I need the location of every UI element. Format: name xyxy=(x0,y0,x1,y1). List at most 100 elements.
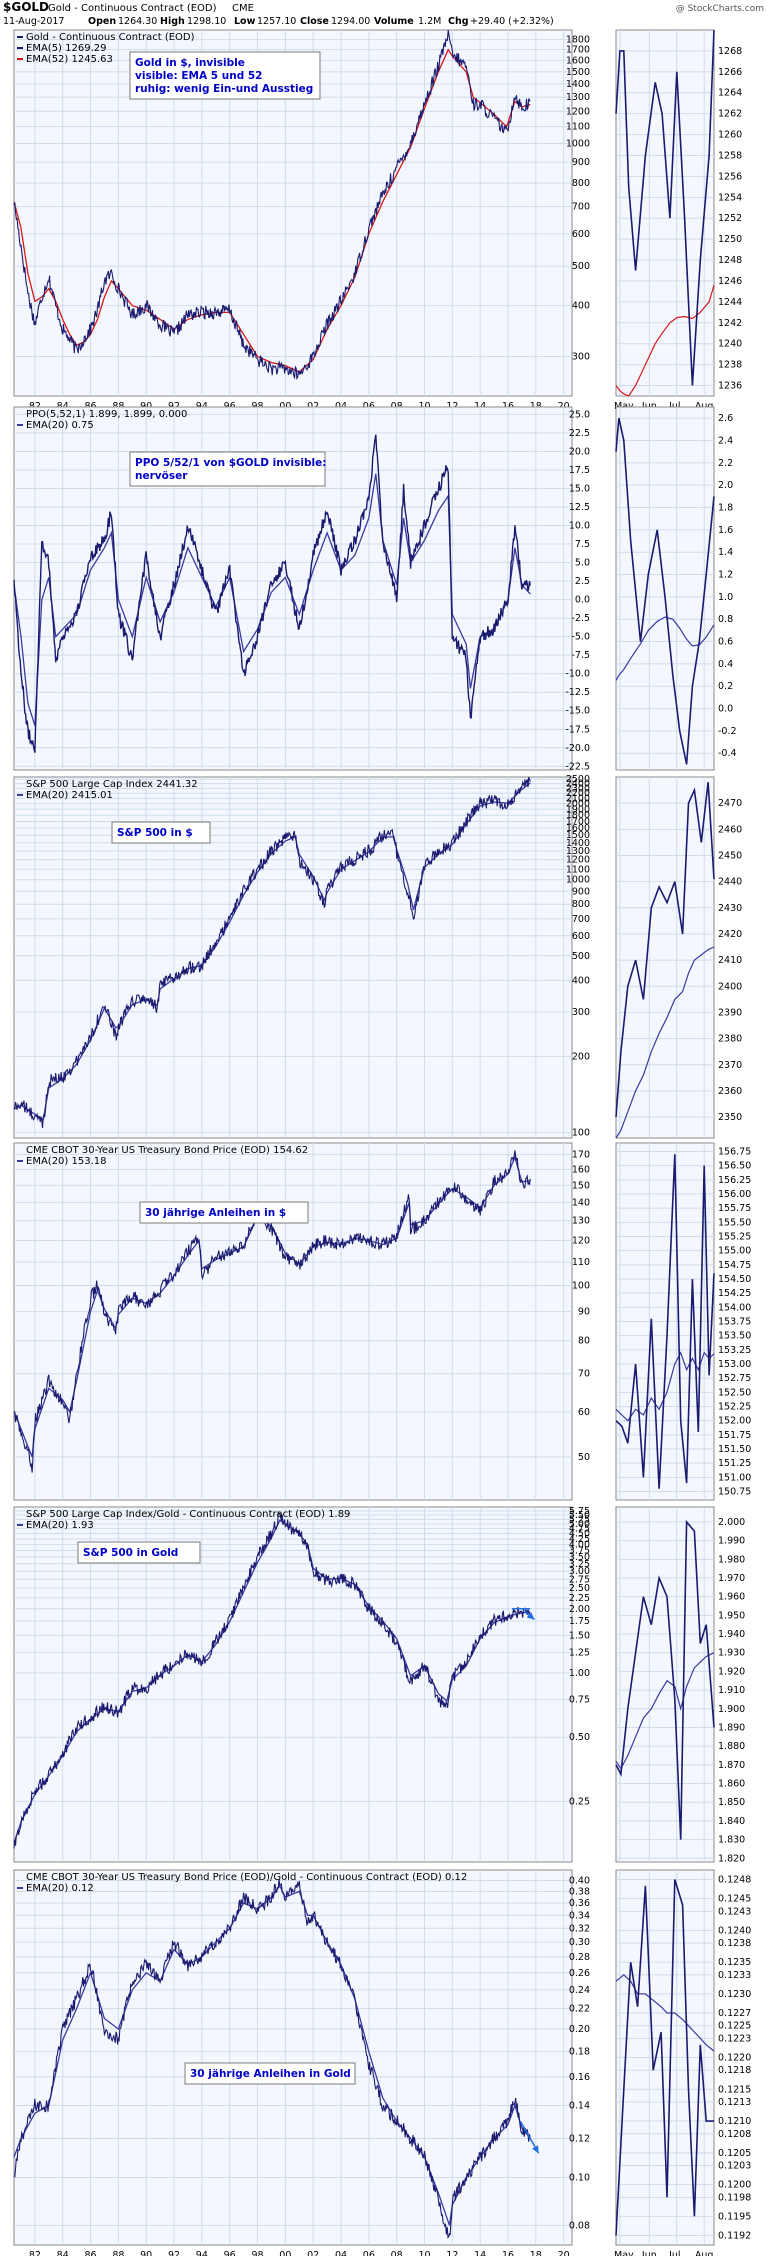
zoom-y-tick-label: 153.75 xyxy=(718,1317,751,1328)
zoom-y-tick-label: 1.860 xyxy=(718,1779,745,1790)
y-tick-label: 1000 xyxy=(566,875,590,886)
price-line xyxy=(13,29,531,381)
y-tick-label: 170 xyxy=(572,1149,590,1160)
zoom-y-tick-label: 1.920 xyxy=(718,1666,745,1677)
zoom-y-tick-label: 1.990 xyxy=(718,1536,745,1547)
y-tick-label: 0.20 xyxy=(569,2024,590,2035)
y-tick-label: 1200 xyxy=(566,855,590,866)
y-tick-label: -7.5 xyxy=(571,650,590,661)
annotation-text: 30 jährige Anleihen in Gold xyxy=(190,2068,351,2080)
y-tick-label: 100 xyxy=(572,1127,590,1138)
annotation-box: S&P 500 in Gold xyxy=(77,1541,201,1564)
zoom-y-tick-label: 1242 xyxy=(718,318,742,329)
zoom-y-tick-label: 1266 xyxy=(718,67,742,78)
zoom-y-tick-label: -0.2 xyxy=(718,726,737,737)
zoom-y-tick-label: 0.1198 xyxy=(718,2192,751,2203)
zoom-y-tick-label: 0.1205 xyxy=(718,2148,751,2159)
zoom-y-tick-label: 0.1192 xyxy=(718,2230,751,2241)
annotation-frame xyxy=(129,451,326,487)
zoom-price-line xyxy=(615,418,715,765)
y-tick-label: 100 xyxy=(572,1281,590,1292)
y-tick-label: 400 xyxy=(572,301,590,312)
zoom-y-tick-label: 2380 xyxy=(718,1034,742,1045)
zoom-y-tick-label: 0.1210 xyxy=(718,2116,751,2127)
exchange: CME xyxy=(232,3,254,14)
y-tick-label: 0.26 xyxy=(569,1968,590,1979)
y-tick-label: 700 xyxy=(572,914,590,925)
zoom-y-tick-label: 1.980 xyxy=(718,1554,745,1565)
y-tick-label: 1900 xyxy=(566,804,590,815)
zoom-y-tick-label: 1.960 xyxy=(718,1592,745,1603)
y-tick-label: 0.08 xyxy=(569,2220,590,2231)
zoom-y-tick-label: 0.1215 xyxy=(718,2084,751,2095)
y-tick-label: 110 xyxy=(572,1257,590,1268)
zoom-y-tick-label: 152.50 xyxy=(718,1387,751,1398)
y-tick-label: 1.00 xyxy=(569,1668,590,1679)
y-tick-label: 1400 xyxy=(566,79,590,90)
date: 11-Aug-2017 xyxy=(3,16,64,27)
zoom-y-tick-label: 152.75 xyxy=(718,1373,751,1384)
zoom-y-tick-label: 1.880 xyxy=(718,1741,745,1752)
y-tick-label: 5.25 xyxy=(569,1514,590,1525)
y-tick-label: 3.00 xyxy=(569,1566,590,1577)
legend-entry: EMA(20) 0.12 xyxy=(26,1883,94,1894)
main-plot-area xyxy=(13,776,573,1139)
main-plot-area xyxy=(13,1142,573,1501)
y-tick-label: 2300 xyxy=(566,783,590,794)
y-tick-label: 160 xyxy=(572,1164,590,1175)
zoom-y-tick-label: 2350 xyxy=(718,1112,742,1123)
zoom-y-tick-label: 1254 xyxy=(718,192,742,203)
zoom-y-tick-label: 152.00 xyxy=(718,1416,751,1427)
annotation-frame xyxy=(139,1201,309,1224)
zoom-y-tick-label: 151.25 xyxy=(718,1458,751,1469)
y-tick-label: 0.32 xyxy=(569,1923,590,1934)
zoom-y-tick-label: 155.50 xyxy=(718,1217,751,1228)
x-tick-label: 12 xyxy=(446,2250,458,2256)
zoom-y-tick-label: 1238 xyxy=(718,360,742,371)
zoom-y-tick-label: 0.1225 xyxy=(718,2021,751,2032)
y-tick-label: 800 xyxy=(572,178,590,189)
zoom-y-tick-label: 1256 xyxy=(718,171,742,182)
zoom-y-tick-label: 0.1248 xyxy=(718,1875,751,1886)
ppo-line xyxy=(13,434,531,753)
y-tick-label: 4.00 xyxy=(569,1540,590,1551)
zoom-y-tick-label: 0.1223 xyxy=(718,2033,751,2044)
y-tick-label: -2.5 xyxy=(571,613,590,624)
y-tick-label: 10.0 xyxy=(569,521,590,532)
zoom-y-tick-label: 2450 xyxy=(718,850,742,861)
y-tick-label: 0.16 xyxy=(569,2072,590,2083)
zoom-x-tick-label: May xyxy=(614,2250,634,2256)
zoom-x-tick-label: Jun xyxy=(641,2250,657,2256)
y-tick-label: 400 xyxy=(572,975,590,986)
zoom-y-tick-label: 2360 xyxy=(718,1086,742,1097)
symbol: $GOLD xyxy=(3,0,49,14)
annotation-frame xyxy=(184,2062,356,2085)
y-tick-label: 2000 xyxy=(566,799,590,810)
annotation-text: PPO 5/52/1 von $GOLD invisible: xyxy=(135,457,326,469)
annotation-box: PPO 5/52/1 von $GOLD invisible:nervöser xyxy=(129,451,326,487)
zoom-y-tick-label: 1.850 xyxy=(718,1797,745,1808)
zoom-y-tick-label: 1260 xyxy=(718,130,742,141)
y-tick-label: 0.10 xyxy=(569,2173,590,2184)
x-tick-label: 86 xyxy=(84,2250,96,2256)
zoom-x-tick-label: Jul xyxy=(668,2250,680,2256)
x-tick-label: 16 xyxy=(502,2250,514,2256)
legend-entry: EMA(5) 1269.29 xyxy=(26,43,106,54)
y-tick-label: 2.25 xyxy=(569,1593,590,1604)
zoom-y-tick-label: 155.25 xyxy=(718,1232,751,1243)
y-tick-label: 1.75 xyxy=(569,1616,590,1627)
legend: CME CBOT 30-Year US Treasury Bond Price … xyxy=(17,1145,308,1167)
zoom-y-tick-label: 1.840 xyxy=(718,1816,745,1827)
price-line xyxy=(13,1511,531,1849)
y-tick-label: 1500 xyxy=(566,67,590,78)
y-tick-label: 2.50 xyxy=(569,1583,590,1594)
annotation-text: 30 jährige Anleihen in $ xyxy=(145,1207,286,1219)
y-tick-label: 17.5 xyxy=(569,465,590,476)
annotation-text: visible: EMA 5 und 52 xyxy=(135,70,262,82)
y-tick-label: 1600 xyxy=(566,55,590,66)
zoom-y-tick-label: 1.8 xyxy=(718,503,733,514)
y-tick-label: 5.50 xyxy=(569,1510,590,1521)
y-tick-label: 130 xyxy=(572,1216,590,1227)
